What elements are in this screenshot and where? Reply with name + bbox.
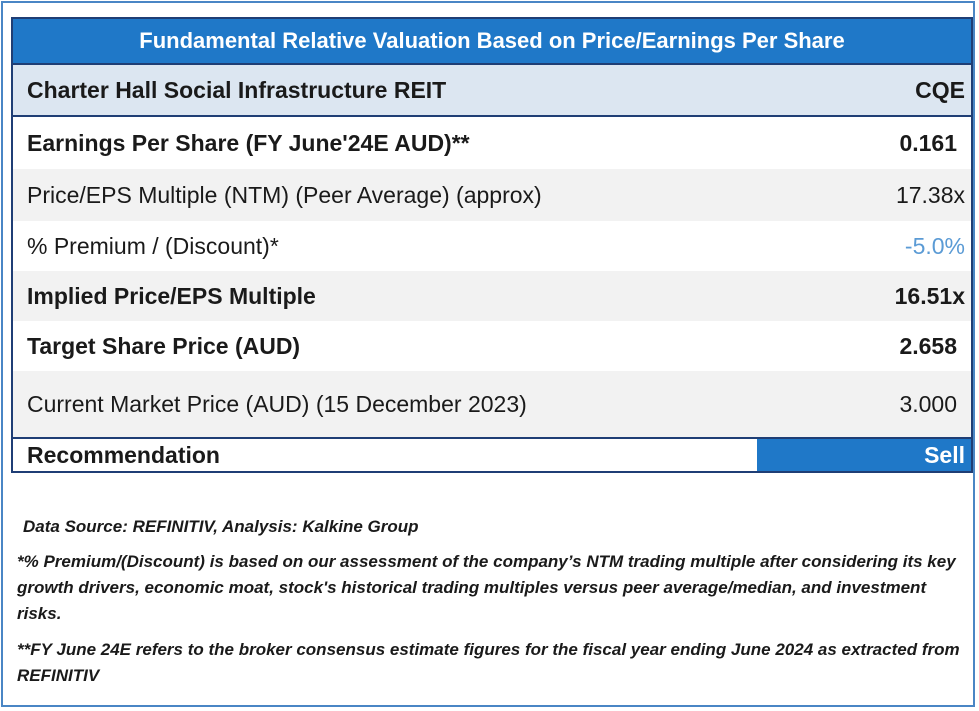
table-row: Target Share Price (AUD) 2.658 [13,321,971,371]
row-value: 16.51x [894,282,965,309]
row-label: Price/EPS Multiple (NTM) (Peer Average) … [27,181,542,208]
fy-footnote: **FY June 24E refers to the broker conse… [17,640,960,685]
valuation-table: Fundamental Relative Valuation Based on … [11,17,973,473]
row-label: Implied Price/EPS Multiple [27,282,316,309]
table-row: Earnings Per Share (FY June'24E AUD)** 0… [13,117,971,169]
table-row: Price/EPS Multiple (NTM) (Peer Average) … [13,169,971,221]
data-source-note: Data Source: REFINITIV, Analysis: Kalkin… [23,517,419,536]
recommendation-row: Recommendation Sell [13,437,971,471]
row-label: % Premium / (Discount)* [27,232,279,259]
row-value: 2.658 [899,332,957,359]
row-value: 3.000 [899,390,957,417]
row-value: 0.161 [899,129,957,156]
table-row: Current Market Price (AUD) (15 December … [13,371,971,437]
table-title: Fundamental Relative Valuation Based on … [13,19,971,65]
table-row: % Premium / (Discount)* -5.0% [13,221,971,271]
premium-footnote: *% Premium/(Discount) is based on our as… [17,552,956,623]
company-name: Charter Hall Social Infrastructure REIT [27,76,447,103]
recommendation-label: Recommendation [27,441,220,468]
table-row: Implied Price/EPS Multiple 16.51x [13,271,971,321]
row-label: Target Share Price (AUD) [27,332,301,359]
row-label: Current Market Price (AUD) (15 December … [27,390,527,417]
row-value: -5.0% [904,232,965,259]
row-value: 17.38x [895,181,965,208]
row-label: Earnings Per Share (FY June'24E AUD)** [27,129,470,156]
recommendation-value: Sell [757,439,971,471]
company-header-row: Charter Hall Social Infrastructure REIT … [13,65,971,117]
notes-section: Data Source: REFINITIV, Analysis: Kalkin… [17,517,967,699]
ticker: CQE [915,76,965,103]
